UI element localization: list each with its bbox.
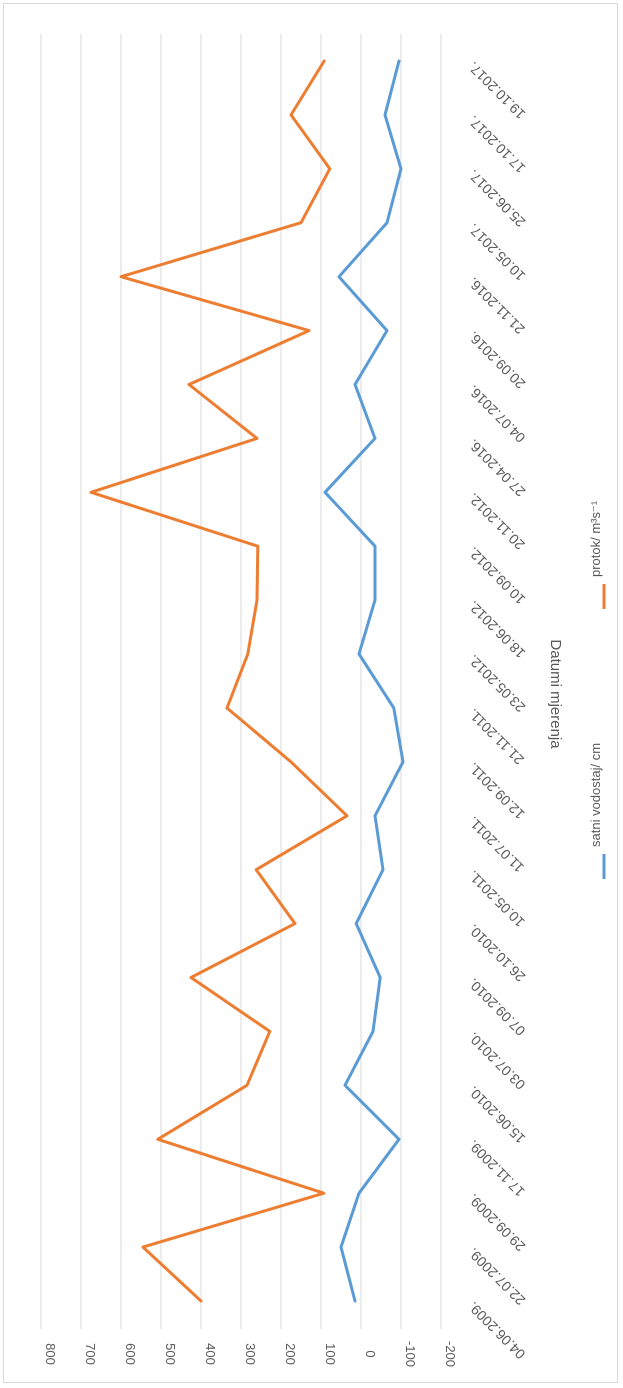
line-chart: 800 700 600 500 400 300 200 100 0 -100 -200 04.06.… <box>40 34 606 1367</box>
value-tick-label: -200 <box>443 1341 458 1367</box>
category-tick-label: 11.07.2011. <box>465 814 527 876</box>
category-tick-label: 25.06.2017. <box>465 167 529 231</box>
category-tick-label: 12.09.2011. <box>465 760 528 823</box>
category-tick-label: 20.09.2016. <box>465 328 529 392</box>
category-tick-label: 04.06.2009. <box>465 1299 529 1363</box>
value-tick-label: 0 <box>363 1350 378 1357</box>
legend: satni vodostaj/ cm protok/ m³s⁻¹ <box>588 500 606 879</box>
category-tick-label: 29.09.2009. <box>465 1191 529 1255</box>
value-axis-ticks: 800 700 600 500 400 300 200 100 0 -100 -200 <box>43 1341 458 1367</box>
category-tick-label: 23.05.2012. <box>465 652 529 716</box>
category-tick-label: 18.06.2012. <box>465 598 529 662</box>
chart-frame: 800 700 600 500 400 300 200 100 0 -100 -200 04.06.… <box>3 3 618 1383</box>
value-tick-label: -100 <box>403 1341 418 1367</box>
category-tick-label: 03.07.2010. <box>465 1029 529 1093</box>
category-tick-label: 26.10.2010. <box>465 921 529 985</box>
category-axis-ticks: 04.06.2009.22.07.2009.29.09.2009.17.11.2… <box>465 59 529 1363</box>
value-tick-label: 600 <box>123 1343 138 1365</box>
category-tick-label: 17.10.2017. <box>465 113 529 177</box>
series-line-1 <box>323 59 405 1303</box>
value-tick-label: 100 <box>323 1343 338 1365</box>
series-line-2 <box>89 59 349 1303</box>
legend-label: satni vodostaj/ cm <box>588 743 603 847</box>
category-tick-label: 07.09.2010. <box>465 975 529 1039</box>
value-tick-label: 500 <box>163 1343 178 1365</box>
value-tick-label: 400 <box>203 1343 218 1365</box>
value-tick-label: 300 <box>243 1343 258 1365</box>
category-tick-label: 19.10.2017. <box>465 59 529 123</box>
category-axis-title: Datumi mjerenja <box>547 639 564 749</box>
value-tick-label: 200 <box>283 1343 298 1365</box>
category-tick-label: 10.09.2012. <box>465 544 529 608</box>
category-tick-label: 10.05.2017. <box>465 221 529 285</box>
value-tick-label: 800 <box>43 1343 58 1365</box>
category-tick-label: 15.06.2010. <box>465 1083 529 1147</box>
category-tick-label: 04.07.2016. <box>465 382 529 446</box>
category-tick-label: 22.07.2009. <box>465 1245 529 1309</box>
series-lines <box>89 59 405 1303</box>
gridlines <box>40 34 442 1329</box>
category-tick-label: 10.05.2011. <box>465 868 528 931</box>
legend-label: protok/ m³s⁻¹ <box>588 500 603 577</box>
category-tick-label: 27.04.2016. <box>465 436 529 500</box>
value-tick-label: 700 <box>83 1343 98 1365</box>
